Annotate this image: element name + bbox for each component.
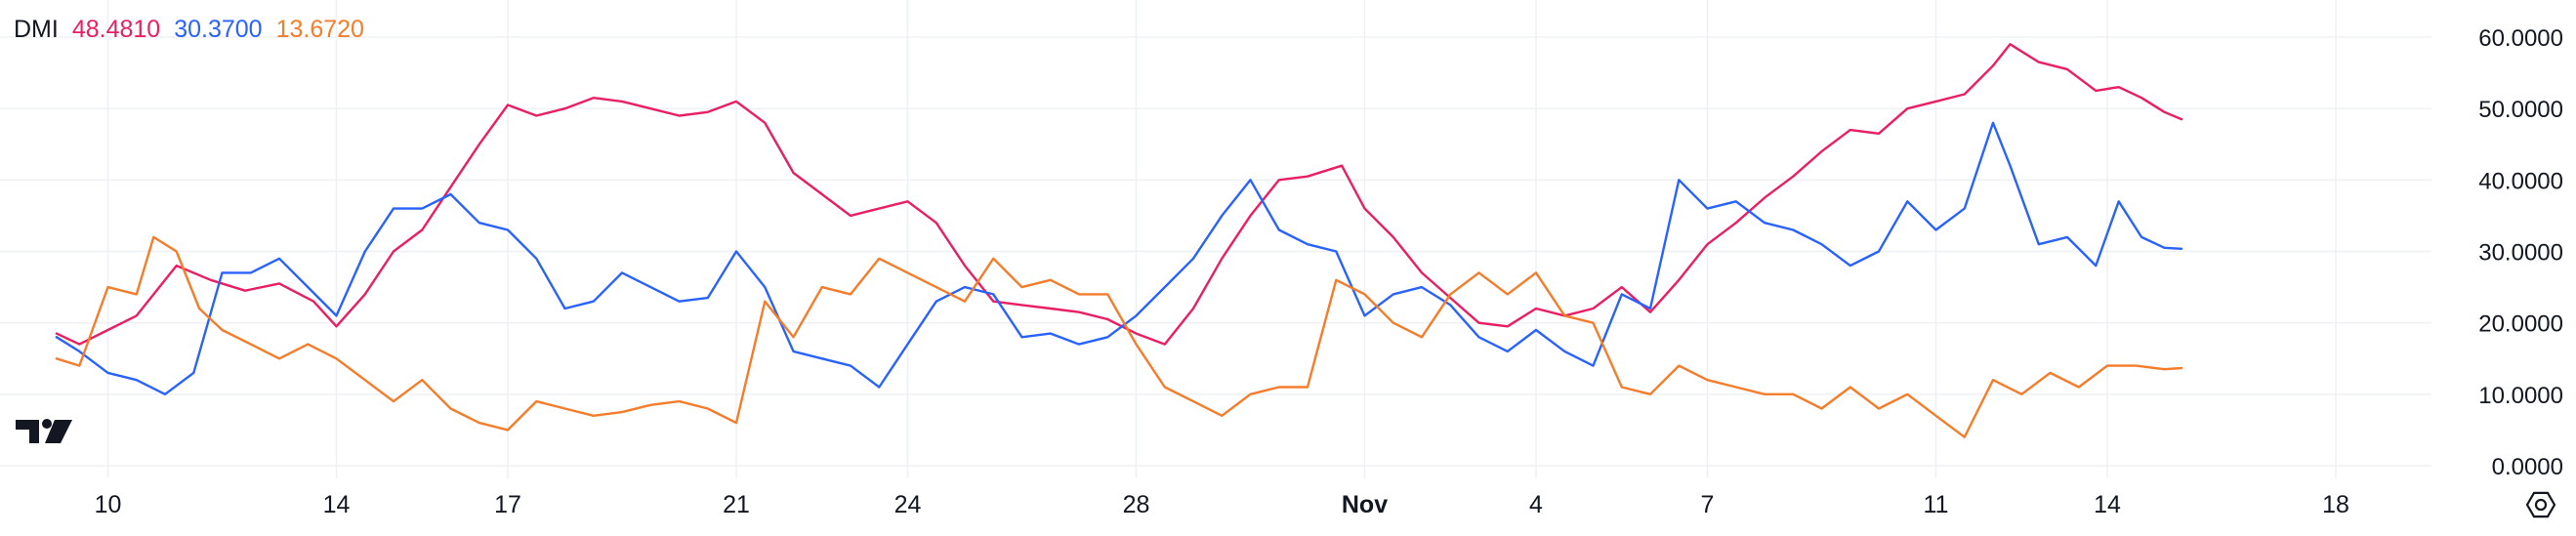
y-tick-label: 40.0000 — [2478, 168, 2563, 194]
adx-value: 48.4810 — [71, 15, 161, 43]
tradingview-logo[interactable] — [16, 419, 72, 443]
plus-di-line — [55, 121, 2183, 395]
time-axis[interactable]: 10 14 17 21 24 28 Nov 4 7 11 14 18 — [95, 491, 2349, 518]
minus-di-line — [55, 235, 2183, 438]
y-tick-label: 20.0000 — [2478, 311, 2563, 338]
indicator-name: DMI — [14, 15, 59, 43]
x-tick-label: 21 — [723, 491, 750, 518]
x-tick-label: 11 — [1924, 491, 1949, 518]
series-lines — [55, 43, 2183, 438]
x-tick-label: 14 — [2094, 491, 2121, 518]
y-tick-label: 50.0000 — [2478, 97, 2563, 123]
minus-di-value: 13.6720 — [275, 15, 364, 43]
y-tick-label: 60.0000 — [2478, 25, 2563, 52]
price-axis[interactable]: 60.0000 50.0000 40.0000 30.0000 20.0000 10.00… — [2478, 25, 2563, 480]
x-tick-label: 28 — [1123, 491, 1150, 518]
x-tick-label: 18 — [2322, 491, 2349, 518]
plus-di-value: 30.3700 — [174, 15, 263, 43]
x-tick-label: 7 — [1701, 491, 1715, 518]
x-tick-label: 17 — [494, 491, 521, 518]
settings-icon[interactable] — [2525, 491, 2556, 518]
adx-line — [55, 43, 2183, 346]
x-tick-label: 24 — [894, 491, 922, 518]
grid — [0, 0, 2431, 478]
y-tick-label: 10.0000 — [2478, 383, 2563, 409]
y-tick-label: 30.0000 — [2478, 240, 2563, 267]
indicator-legend[interactable]: DMI 48.4810 30.3700 13.6720 — [14, 12, 364, 47]
y-tick-label: 0.0000 — [2492, 454, 2563, 480]
x-tick-label: 14 — [323, 491, 351, 518]
x-tick-label: 4 — [1529, 491, 1543, 518]
x-tick-label: Nov — [1342, 491, 1388, 518]
x-tick-label: 10 — [95, 491, 122, 518]
